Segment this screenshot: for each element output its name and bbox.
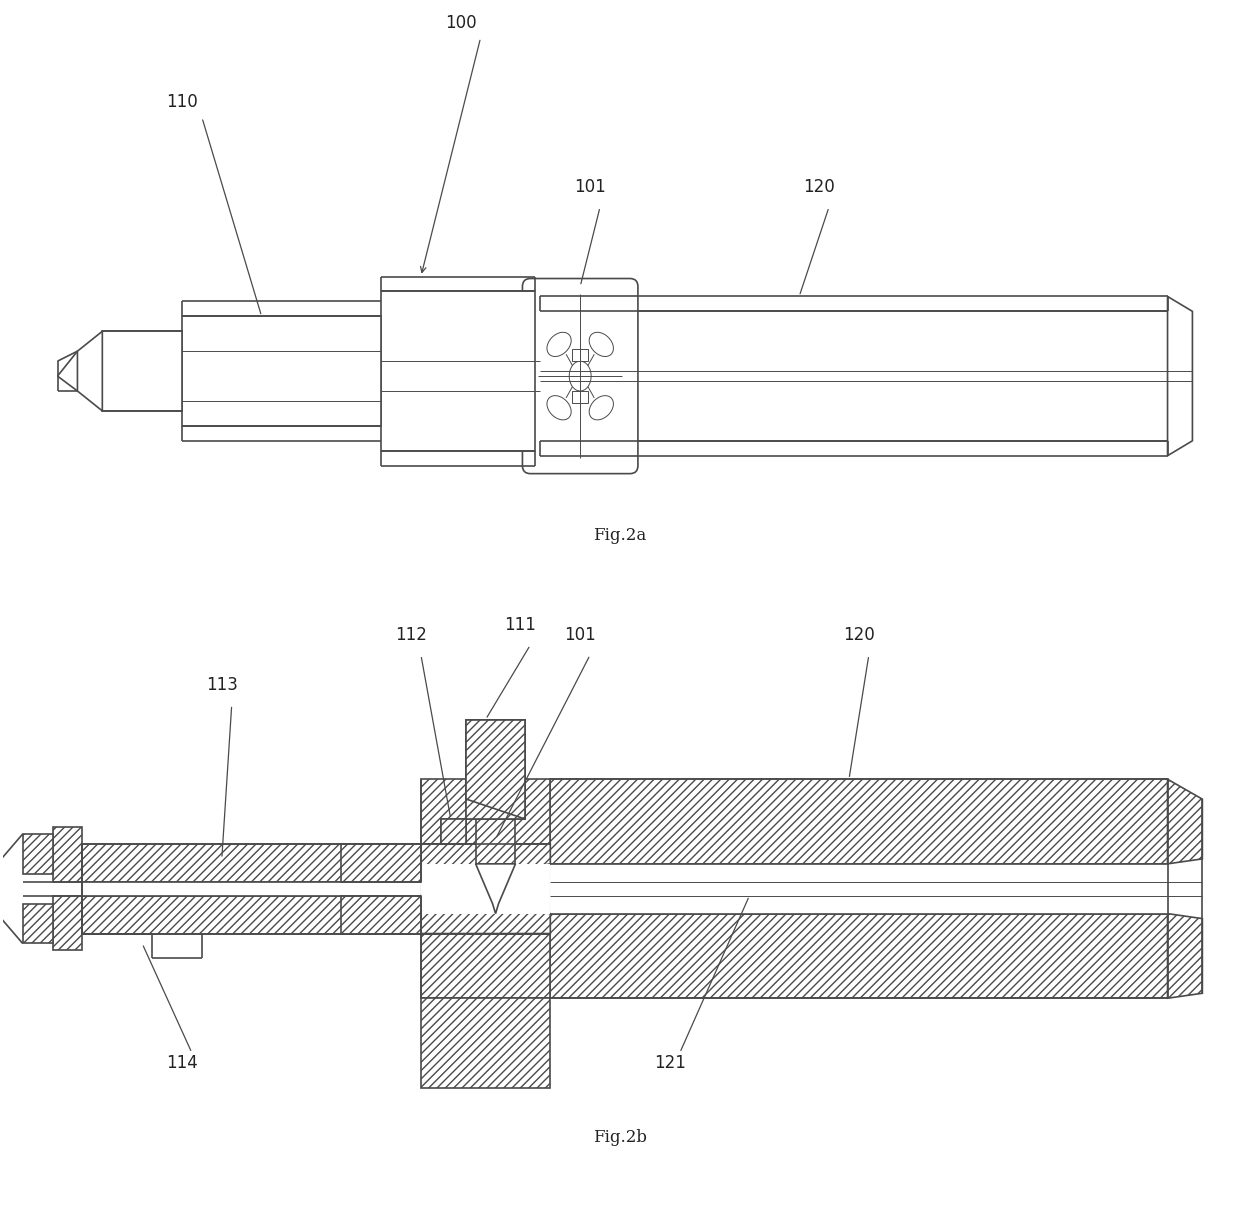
Text: Fig.2a: Fig.2a bbox=[594, 527, 646, 544]
Bar bbox=[572, 391, 588, 403]
Text: 114: 114 bbox=[166, 1054, 198, 1072]
Bar bbox=[551, 864, 1168, 914]
Text: 110: 110 bbox=[166, 93, 198, 111]
Bar bbox=[420, 998, 551, 1088]
Bar bbox=[82, 844, 420, 882]
Text: 100: 100 bbox=[445, 13, 476, 32]
Text: Fig.2b: Fig.2b bbox=[593, 1129, 647, 1147]
Polygon shape bbox=[77, 331, 103, 410]
Text: 113: 113 bbox=[206, 676, 238, 693]
Polygon shape bbox=[420, 895, 551, 933]
Bar bbox=[572, 349, 588, 361]
Bar bbox=[551, 914, 1168, 998]
Text: 120: 120 bbox=[804, 178, 835, 196]
Polygon shape bbox=[341, 895, 420, 933]
Text: 101: 101 bbox=[564, 626, 596, 644]
Polygon shape bbox=[341, 844, 420, 882]
Text: 120: 120 bbox=[843, 626, 874, 644]
Polygon shape bbox=[420, 844, 551, 882]
Bar bbox=[420, 864, 551, 914]
Text: 112: 112 bbox=[396, 626, 427, 644]
Bar bbox=[440, 820, 466, 844]
Polygon shape bbox=[1168, 914, 1203, 998]
Bar bbox=[476, 820, 516, 864]
Bar bbox=[52, 827, 82, 882]
Bar bbox=[22, 834, 52, 873]
Bar bbox=[420, 779, 551, 844]
Bar bbox=[381, 292, 536, 451]
Bar bbox=[182, 316, 381, 426]
Ellipse shape bbox=[589, 396, 614, 420]
Text: 121: 121 bbox=[653, 1054, 686, 1072]
Bar bbox=[541, 311, 1168, 441]
Bar bbox=[103, 331, 182, 410]
Polygon shape bbox=[1168, 779, 1203, 864]
Text: 101: 101 bbox=[574, 178, 606, 196]
Bar bbox=[420, 933, 551, 998]
Ellipse shape bbox=[547, 396, 572, 420]
Bar bbox=[82, 895, 420, 933]
Ellipse shape bbox=[547, 332, 572, 356]
Bar bbox=[551, 779, 1168, 864]
Polygon shape bbox=[1168, 296, 1193, 456]
Polygon shape bbox=[476, 864, 516, 914]
Bar bbox=[440, 820, 466, 844]
FancyBboxPatch shape bbox=[522, 278, 637, 474]
Polygon shape bbox=[466, 719, 526, 820]
Text: 111: 111 bbox=[505, 616, 537, 633]
Bar bbox=[466, 719, 526, 820]
Bar bbox=[52, 895, 82, 951]
Bar bbox=[466, 719, 526, 820]
Ellipse shape bbox=[589, 332, 614, 356]
Ellipse shape bbox=[569, 361, 591, 391]
Bar bbox=[22, 904, 52, 943]
Bar bbox=[82, 882, 420, 895]
